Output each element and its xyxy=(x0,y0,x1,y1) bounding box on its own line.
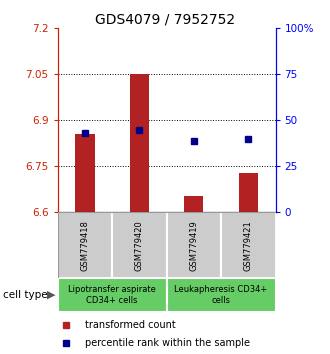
Text: GSM779419: GSM779419 xyxy=(189,220,198,270)
Text: GSM779418: GSM779418 xyxy=(81,220,89,270)
Bar xyxy=(184,195,203,212)
Text: Leukapheresis CD34+
cells: Leukapheresis CD34+ cells xyxy=(175,285,268,305)
Bar xyxy=(221,212,276,278)
Text: percentile rank within the sample: percentile rank within the sample xyxy=(85,338,250,348)
Text: cell type: cell type xyxy=(3,290,48,300)
Bar xyxy=(76,134,94,212)
Bar xyxy=(58,278,167,312)
Text: transformed count: transformed count xyxy=(85,320,176,330)
Bar xyxy=(167,278,276,312)
Bar xyxy=(130,74,149,212)
Text: Lipotransfer aspirate
CD34+ cells: Lipotransfer aspirate CD34+ cells xyxy=(68,285,156,305)
Bar xyxy=(58,212,112,278)
Text: GSM779421: GSM779421 xyxy=(244,220,253,270)
Bar xyxy=(112,212,167,278)
Bar xyxy=(239,172,258,212)
Text: ▶: ▶ xyxy=(47,290,55,300)
Text: GSM779420: GSM779420 xyxy=(135,220,144,270)
Bar xyxy=(167,212,221,278)
Text: GDS4079 / 7952752: GDS4079 / 7952752 xyxy=(95,12,235,27)
